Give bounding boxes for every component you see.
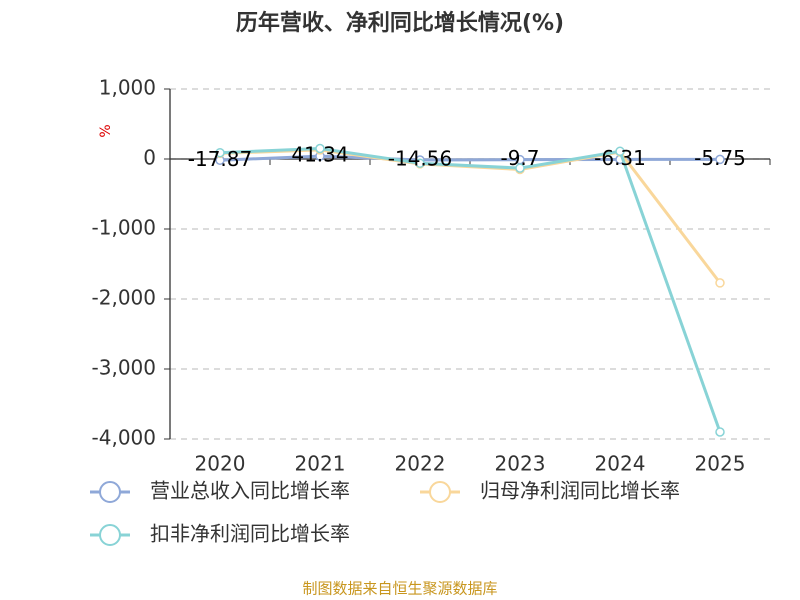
y-tick-label: -3,000: [92, 356, 156, 380]
legend-label: 营业总收入同比增长率: [150, 479, 350, 503]
data-label: -14.56: [388, 147, 452, 171]
data-label: -17.87: [188, 147, 252, 171]
data-point: [215, 147, 225, 158]
series-line: [219, 154, 721, 162]
legend-marker: [99, 481, 121, 503]
x-tick-label: 2024: [595, 452, 646, 476]
y-tick-label: -4,000: [92, 426, 156, 450]
data-point: [715, 154, 725, 165]
legend-label: 归母净利润同比增长率: [480, 479, 680, 503]
data-point: [715, 278, 725, 288]
data-point: [515, 163, 525, 173]
data-point: [615, 146, 625, 157]
x-tick-label: 2022: [395, 452, 446, 476]
x-tick-label: 2021: [295, 452, 346, 476]
x-tick-label: 2025: [695, 452, 746, 476]
data-point: [315, 143, 325, 154]
data-label: 41.34: [291, 143, 348, 167]
data-point: [715, 427, 725, 437]
x-tick-label: 2023: [495, 452, 546, 476]
legend-label: 扣非净利润同比增长率: [150, 522, 350, 546]
legend-marker: [429, 481, 451, 503]
y-unit: %: [98, 124, 114, 137]
data-label: -9.7: [500, 146, 539, 170]
x-tick-label: 2020: [195, 452, 246, 476]
data-label: -5.75: [694, 146, 746, 170]
chart-title: 历年营收、净利同比增长情况(%): [236, 10, 564, 36]
y-tick-label: 0: [143, 146, 156, 170]
y-tick-label: -1,000: [92, 216, 156, 240]
data-label: -6.31: [594, 146, 646, 170]
source-note: 制图数据来自恒生聚源数据库: [302, 580, 497, 598]
y-tick-label: -2,000: [92, 286, 156, 310]
legend-marker: [99, 524, 121, 546]
data-point: [415, 158, 425, 168]
y-tick-label: 1,000: [99, 76, 156, 100]
series-line: [219, 146, 722, 433]
